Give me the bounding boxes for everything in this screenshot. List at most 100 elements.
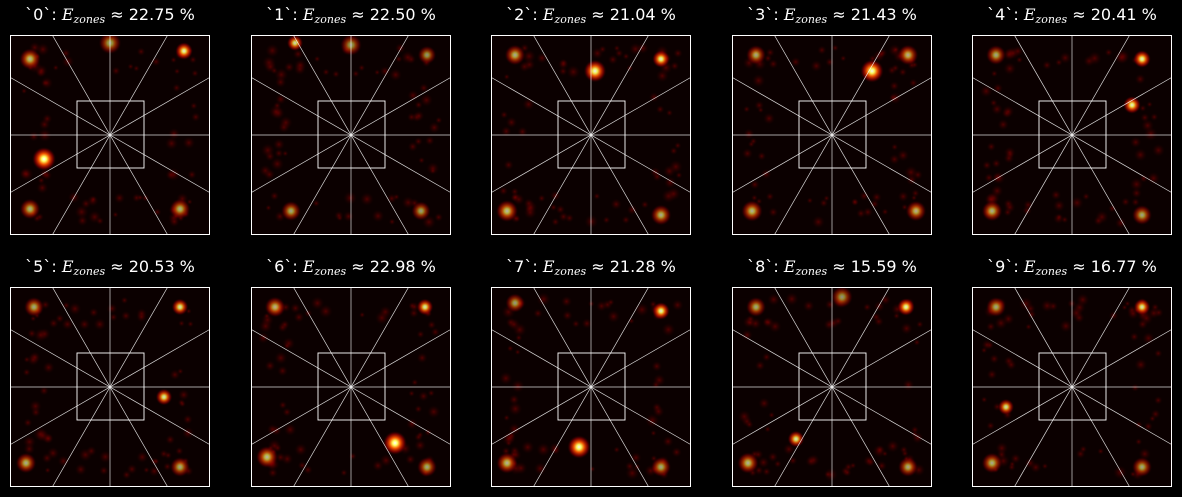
background-speckle <box>737 410 751 424</box>
background-speckle <box>668 159 683 174</box>
background-speckle <box>652 405 665 418</box>
background-speckle <box>508 401 523 416</box>
background-speckle <box>1135 438 1143 446</box>
zone-panel: `5`: Ezones ≈ 20.53 % <box>10 252 210 488</box>
background-speckle <box>170 56 177 64</box>
hotspot <box>383 431 407 455</box>
background-speckle <box>670 61 680 71</box>
background-speckle <box>741 329 753 341</box>
background-speckle <box>136 451 149 463</box>
background-speckle <box>990 70 998 78</box>
energy-value: 22.98 <box>369 257 416 276</box>
background-speckle <box>68 302 82 316</box>
background-speckle <box>106 303 118 314</box>
heatmap-plot <box>251 35 451 235</box>
background-speckle <box>571 319 580 328</box>
background-speckle <box>870 199 880 209</box>
background-speckle <box>1003 62 1017 76</box>
background-speckle <box>191 69 199 78</box>
background-speckle <box>989 353 1000 364</box>
hotspot <box>745 296 767 318</box>
background-speckle <box>40 76 54 90</box>
energy-symbol: Ezones <box>783 5 828 26</box>
zone-panel: `8`: Ezones ≈ 15.59 % <box>732 252 932 488</box>
plot-frame <box>251 287 451 487</box>
hotspot <box>650 456 672 478</box>
center-zone-square <box>1038 100 1107 169</box>
background-speckle <box>831 44 839 52</box>
background-speckle <box>419 93 433 107</box>
background-speckle <box>151 57 161 67</box>
hotspot <box>745 44 767 66</box>
background-speckle <box>898 67 908 77</box>
background-speckle <box>1104 48 1113 57</box>
background-speckle <box>277 365 288 377</box>
zone-panel: `1`: Ezones ≈ 22.50 % <box>251 0 451 236</box>
background-speckle <box>1147 171 1160 185</box>
background-speckle <box>1023 200 1034 210</box>
digit-label: 8 <box>755 257 766 276</box>
panel-title: `0`: Ezones ≈ 22.75 % <box>25 5 195 26</box>
background-speckle <box>669 146 678 155</box>
background-speckle <box>992 171 1006 185</box>
background-speckle <box>1070 306 1083 320</box>
background-speckle <box>268 104 283 119</box>
panel-title: `8`: Ezones ≈ 15.59 % <box>747 257 917 278</box>
background-speckle <box>152 457 160 465</box>
background-speckle <box>503 73 510 81</box>
background-speckle <box>1006 46 1020 60</box>
background-speckle <box>562 310 573 321</box>
background-speckle <box>986 369 998 380</box>
background-speckle <box>790 56 801 67</box>
zone-panel: `0`: Ezones ≈ 22.75 % <box>10 0 210 236</box>
background-speckle <box>871 312 881 322</box>
background-speckle <box>743 105 751 113</box>
background-speckle <box>274 148 284 158</box>
background-speckle <box>1082 192 1090 201</box>
background-speckle <box>788 456 798 465</box>
background-speckle <box>28 131 39 142</box>
background-speckle <box>109 313 118 322</box>
background-speckle <box>754 100 765 111</box>
background-speckle <box>416 330 425 339</box>
background-speckle <box>1053 199 1066 212</box>
background-speckle <box>258 319 273 333</box>
zone-divider-line <box>972 76 1172 194</box>
background-speckle <box>875 445 885 454</box>
energy-value: 20.53 <box>128 257 175 276</box>
background-speckle <box>805 455 817 467</box>
background-speckle <box>652 373 666 387</box>
background-speckle <box>982 160 992 170</box>
zone-divider-line <box>251 328 451 446</box>
background-speckle <box>1129 332 1139 342</box>
background-speckle <box>96 216 104 225</box>
background-speckle <box>260 143 275 158</box>
background-speckle <box>891 64 900 72</box>
digit-label: 4 <box>995 5 1006 24</box>
background-speckle <box>21 88 28 95</box>
background-speckle <box>19 167 34 181</box>
background-speckle <box>607 54 618 65</box>
background-speckle <box>498 186 508 196</box>
background-speckle <box>264 360 276 372</box>
heatmap-plot <box>972 35 1172 235</box>
background-speckle <box>401 196 415 209</box>
background-speckle <box>389 68 402 82</box>
hotspot <box>787 430 805 448</box>
background-speckle <box>767 293 780 306</box>
hotspot <box>1133 298 1151 316</box>
background-speckle <box>265 43 280 58</box>
background-speckle <box>507 318 521 331</box>
background-speckle <box>741 148 753 159</box>
background-speckle <box>23 443 36 455</box>
background-speckle <box>93 318 106 331</box>
background-speckle <box>77 215 88 227</box>
background-speckle <box>522 98 535 111</box>
background-speckle <box>536 442 551 457</box>
digit-label: 6 <box>274 257 285 276</box>
background-speckle <box>1129 177 1144 191</box>
background-speckle <box>873 300 885 312</box>
background-speckle <box>434 212 444 222</box>
plot-frame <box>251 35 451 235</box>
background-speckle <box>754 360 766 371</box>
